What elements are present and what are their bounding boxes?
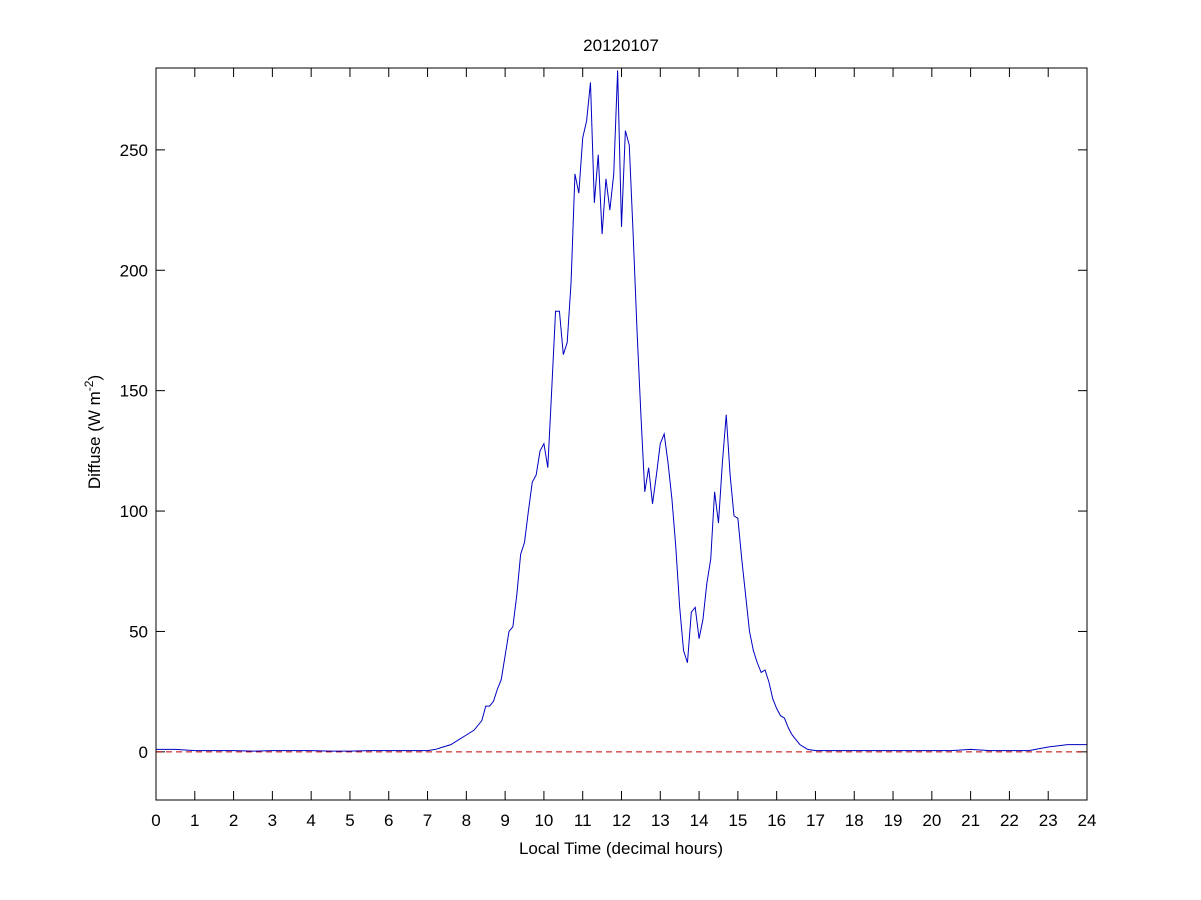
- y-label-main: Diffuse (W m: [85, 391, 104, 489]
- x-tick-label: 21: [961, 811, 980, 830]
- x-tick-label: 12: [612, 811, 631, 830]
- x-tick-label: 10: [534, 811, 553, 830]
- x-tick-label: 20: [922, 811, 941, 830]
- x-axis-label: Local Time (decimal hours): [519, 839, 723, 858]
- y-tick-label: 0: [139, 743, 148, 762]
- x-tick-label: 0: [151, 811, 160, 830]
- x-tick-label: 3: [268, 811, 277, 830]
- plot-frame: [155, 67, 1088, 801]
- data-line: [156, 70, 1087, 752]
- x-tick-label: 22: [1000, 811, 1019, 830]
- x-tick-label: 19: [884, 811, 903, 830]
- y-label-end: ): [85, 375, 104, 381]
- chart-title: 20120107: [583, 36, 659, 55]
- x-tick-label: 9: [500, 811, 509, 830]
- x-tick-label: 4: [306, 811, 315, 830]
- y-tick-label: 100: [120, 502, 148, 521]
- x-tick-label: 24: [1078, 811, 1097, 830]
- x-tick-label: 14: [690, 811, 709, 830]
- x-tick-label: 2: [229, 811, 238, 830]
- x-tick-label: 16: [767, 811, 786, 830]
- x-tick-label: 8: [462, 811, 471, 830]
- x-tick-label: 6: [384, 811, 393, 830]
- y-tick-label: 150: [120, 382, 148, 401]
- x-tick-label: 7: [423, 811, 432, 830]
- y-axis-label: Diffuse (W m-2): [82, 375, 104, 489]
- x-tick-label: 15: [728, 811, 747, 830]
- y-tick-label: 250: [120, 141, 148, 160]
- y-tick-label: 50: [129, 622, 148, 641]
- x-tick-label: 5: [345, 811, 354, 830]
- x-tick-label: 18: [845, 811, 864, 830]
- x-tick-label: 13: [651, 811, 670, 830]
- y-label-sup: -2: [82, 380, 96, 391]
- x-tick-label: 17: [806, 811, 825, 830]
- y-tick-label: 200: [120, 261, 148, 280]
- x-tick-label: 11: [574, 811, 592, 830]
- x-tick-label: 1: [190, 811, 199, 830]
- x-tick-label: 23: [1039, 811, 1058, 830]
